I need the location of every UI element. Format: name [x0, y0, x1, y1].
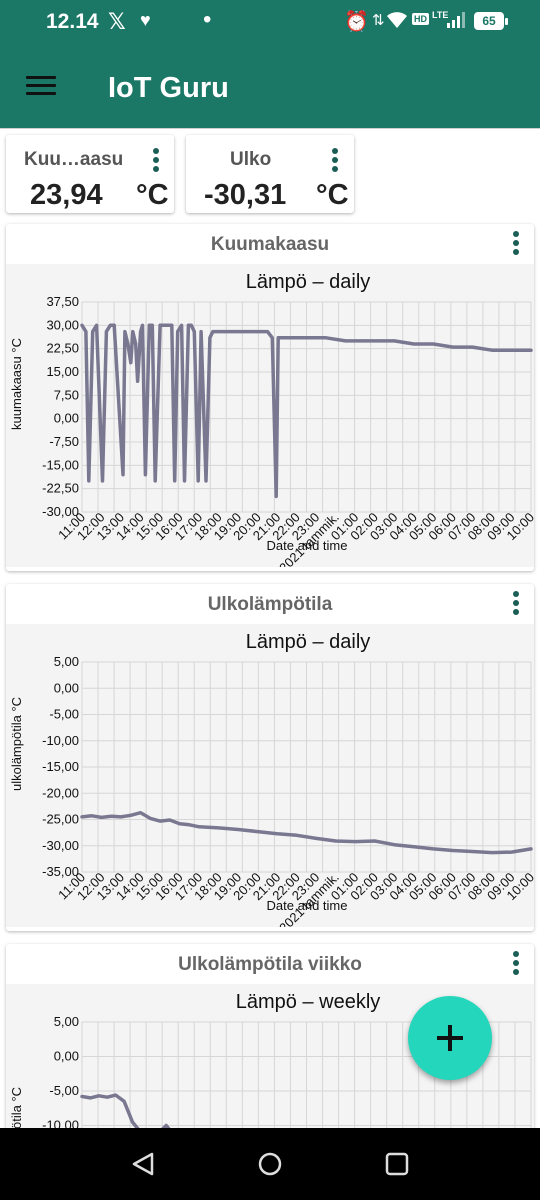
- wifi-icon: [387, 12, 407, 28]
- add-fab-button[interactable]: [408, 996, 492, 1080]
- data-arrows-icon: ⇅: [372, 12, 385, 29]
- more-options-icon[interactable]: [509, 231, 523, 257]
- home-icon[interactable]: [248, 1144, 292, 1184]
- heart-icon: ♥: [140, 10, 151, 30]
- y-tick-label: 37,50: [46, 294, 79, 309]
- value-card-title: Ulko: [230, 149, 272, 170]
- more-options-icon[interactable]: [328, 148, 342, 174]
- y-tick-label: -7,50: [49, 434, 79, 449]
- line-chart: Lämpö – weekly ulkolämpötila °C 5,00 0,00…: [9, 991, 532, 1129]
- y-tick-label: 7,50: [54, 387, 79, 402]
- x-logo-icon: 𝕏: [108, 9, 126, 34]
- more-options-icon[interactable]: [149, 148, 163, 174]
- status-bar: 12.14 𝕏 ♥ • ⏰ ⇅ HD LTE 65: [0, 0, 540, 44]
- y-tick-label: 30,00: [46, 317, 79, 332]
- y-tick-label: 0,00: [54, 411, 79, 426]
- app-bar: IoT Guru: [0, 44, 540, 128]
- y-tick-label: -10,00: [42, 1118, 79, 1129]
- line-chart: Lämpö – daily ulkolämpötila °C Date and …: [9, 631, 534, 927]
- x-axis-label: Date and time: [267, 898, 348, 913]
- back-icon[interactable]: [121, 1144, 165, 1184]
- y-tick-label: 15,00: [46, 364, 79, 379]
- y-tick-label: 5,00: [54, 1014, 79, 1029]
- y-tick-label: -30,00: [42, 838, 79, 853]
- dashboard-content[interactable]: Kuu…aasu 23,94 °C Ulko -30,31 °C Kuumaka…: [0, 128, 540, 1128]
- chart-card-title: Kuumakaasu: [210, 234, 330, 255]
- hamburger-menu-icon[interactable]: [26, 76, 56, 96]
- y-tick-label: -10,00: [42, 733, 79, 748]
- alarm-icon: ⏰: [344, 11, 369, 33]
- chart-card-kuumakaasu: Kuumakaasu Lämpö – daily kuumakaasu °C D…: [6, 224, 534, 571]
- line-chart: Lämpö – daily kuumakaasu °C Date and tim…: [9, 271, 534, 567]
- chart-title: Lämpö – daily: [246, 631, 371, 653]
- gridlines: [81, 1021, 532, 1128]
- value-card-value: -30,31: [204, 179, 287, 211]
- value-card-value: 23,94: [30, 179, 103, 211]
- y-axis-label: ulkolämpötila °C: [9, 697, 24, 791]
- series-line: [80, 323, 533, 499]
- system-nav-bar: [0, 1128, 540, 1200]
- value-card-unit: °C: [136, 179, 169, 211]
- chart-card-title: Ulkolämpötila: [207, 594, 333, 615]
- battery-icon: 65: [474, 12, 508, 30]
- y-tick-label: -5,00: [49, 1083, 79, 1098]
- value-card-kuumakaasu[interactable]: Kuu…aasu 23,94 °C: [6, 135, 174, 213]
- value-card-unit: °C: [316, 179, 349, 211]
- signal-icon: [447, 12, 465, 28]
- x-axis-label: Date and time: [267, 538, 348, 553]
- more-options-icon[interactable]: [509, 951, 523, 977]
- chart-title: Lämpö – daily: [246, 271, 371, 293]
- recents-icon[interactable]: [375, 1144, 419, 1184]
- chart-card-header: Ulkolämpötila: [6, 584, 534, 624]
- y-axis-label: kuumakaasu °C: [9, 338, 24, 430]
- status-time: 12.14: [46, 10, 99, 33]
- series-line: [80, 810, 533, 855]
- chart-card-header: Ulkolämpötila viikko: [6, 944, 534, 984]
- more-options-icon[interactable]: [509, 591, 523, 617]
- y-tick-label: -20,00: [42, 785, 79, 800]
- hd-voice-icon: HD: [412, 13, 429, 25]
- y-tick-label: 0,00: [54, 1049, 79, 1064]
- gridlines: [81, 661, 532, 873]
- chart-card-ulkolampotila: Ulkolämpötila Lämpö – daily ulkolämpötil…: [6, 584, 534, 931]
- value-card-ulko[interactable]: Ulko -30,31 °C: [186, 135, 354, 213]
- app-title: IoT Guru: [108, 72, 229, 104]
- dot-icon: •: [203, 6, 212, 33]
- lte-icon: LTE: [432, 10, 449, 20]
- y-tick-label: -15,00: [42, 457, 79, 472]
- chart-area: Lämpö – daily ulkolämpötila °C Date and …: [6, 624, 534, 927]
- y-tick-label: 5,00: [54, 654, 79, 669]
- y-tick-label: 0,00: [54, 680, 79, 695]
- chart-title: Lämpö – weekly: [236, 991, 381, 1013]
- y-tick-label: -5,00: [49, 707, 79, 722]
- chart-card-title: Ulkolämpötila viikko: [178, 954, 362, 975]
- plus-icon: [437, 1025, 463, 1051]
- value-card-title: Kuu…aasu: [24, 149, 124, 170]
- chart-area: Lämpö – daily kuumakaasu °C Date and tim…: [6, 264, 534, 567]
- series-line: [80, 1093, 171, 1128]
- chart-card-header: Kuumakaasu: [6, 224, 534, 264]
- y-tick-label: -25,00: [42, 812, 79, 827]
- y-tick-label: -15,00: [42, 759, 79, 774]
- y-tick-label: -35,00: [42, 864, 79, 879]
- y-tick-label: 22,50: [46, 341, 79, 356]
- y-axis-label: ulkolämpötila °C: [9, 1087, 24, 1128]
- y-tick-label: -22,50: [42, 481, 79, 496]
- y-tick-label: -30,00: [42, 504, 79, 519]
